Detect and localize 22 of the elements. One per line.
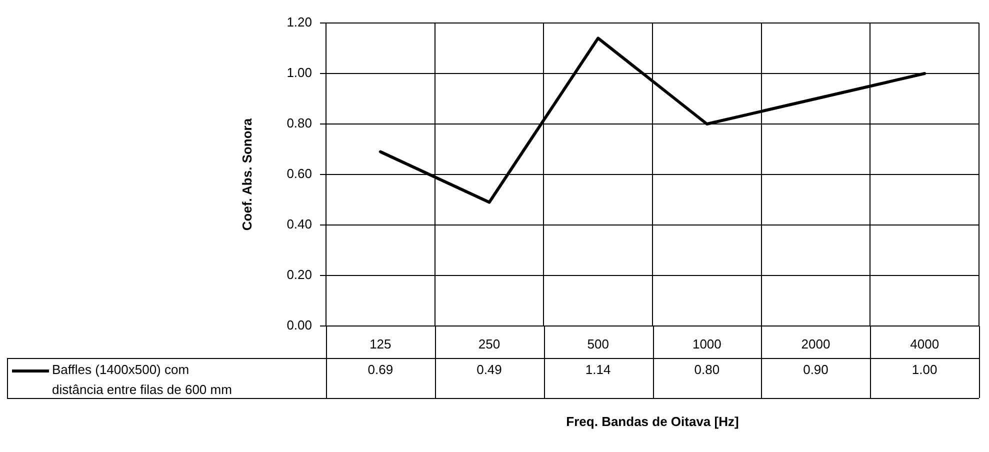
- y-tick-label: 1.00: [286, 65, 312, 80]
- y-axis-title: Coef. Abs. Sonora: [239, 118, 254, 231]
- x-tick-label: 500: [587, 336, 609, 352]
- x-axis-title: Freq. Bandas de Oitava [Hz]: [566, 414, 739, 430]
- x-tick-label: 125: [370, 336, 392, 352]
- data-label: 0.90: [803, 362, 828, 378]
- data-label: 1.14: [585, 362, 611, 378]
- y-tick-label: 0.00: [286, 318, 312, 333]
- legend-label: Baffles (1400x500) com distância entre filas de 600 mm: [52, 362, 232, 398]
- data-label: 1.00: [912, 362, 938, 378]
- x-tick-label: 4000: [910, 336, 940, 352]
- y-tick-label: 0.80: [286, 116, 312, 131]
- data-label: 0.69: [368, 362, 394, 378]
- x-tick-label: 2000: [801, 336, 830, 352]
- x-tick-label: 250: [478, 336, 500, 352]
- data-label: 0.80: [694, 362, 720, 378]
- y-tick-label: 1.20: [286, 14, 312, 30]
- y-tick-label: 0.40: [286, 216, 312, 232]
- x-tick-label: 1000: [692, 336, 722, 352]
- y-tick-label: 0.20: [286, 267, 312, 282]
- data-label: 0.49: [476, 362, 502, 378]
- y-tick-label: 0.60: [286, 166, 312, 182]
